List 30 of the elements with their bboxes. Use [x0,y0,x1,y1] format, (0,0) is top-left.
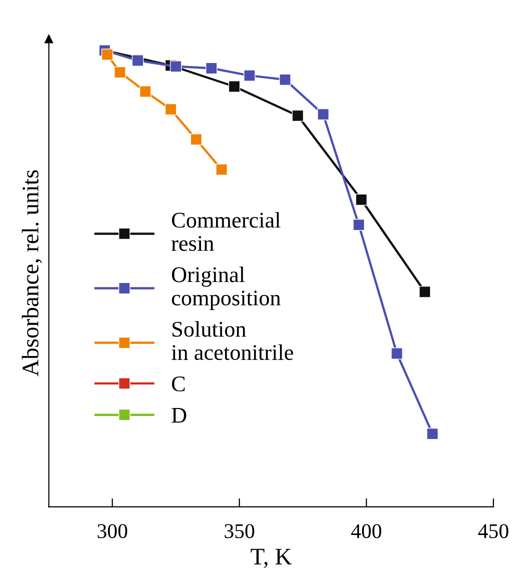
point [114,66,126,78]
point [317,108,330,120]
point [228,80,240,92]
point [352,218,365,231]
point [101,48,114,60]
point [244,70,256,82]
point [164,103,177,116]
point [292,110,304,122]
point [139,86,152,98]
point [390,348,403,360]
point [206,62,218,74]
legend-label: C [172,376,185,392]
point [279,74,292,86]
x-tick-label: 450 [478,524,508,538]
legend-label: Original composition [172,266,281,310]
x-tick-label: 300 [98,524,128,538]
point [355,194,368,206]
point [190,134,202,146]
point [170,60,182,72]
point [216,164,228,176]
legend-label: Solution in acetonitrile [172,321,294,360]
point [132,54,144,66]
y-axis-title: Absorbance, rel. units [22,170,42,376]
legend-label: Commercial resin [172,212,280,251]
legend-label: D [172,408,186,423]
point [426,428,438,440]
x-tick-label: 400 [351,524,382,538]
x-axis-title: T, K [250,548,292,568]
x-tick-label: 350 [224,524,254,538]
point [418,286,431,298]
